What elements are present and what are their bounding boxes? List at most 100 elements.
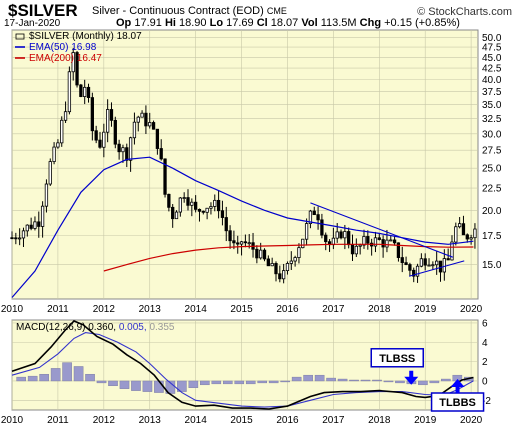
price-candle <box>297 247 301 258</box>
price-candle <box>232 240 236 244</box>
macd-histogram-bar <box>337 378 348 382</box>
price-axis-tick-label: 50.0 <box>482 33 502 44</box>
macd-histogram-bar <box>383 380 394 383</box>
price-candle <box>40 205 45 227</box>
price-candle <box>10 237 14 240</box>
year-axis-tick-label: 2014 <box>185 304 208 315</box>
price-candle <box>304 223 309 240</box>
ohlc-summary: Op 17.91 Hi 18.90 Lo 17.69 Cl 18.07 Vol … <box>116 17 460 29</box>
price-candle <box>442 258 446 273</box>
price-candle <box>201 210 205 213</box>
price-candle <box>132 121 137 139</box>
price-candle <box>301 238 305 249</box>
price-candle <box>281 270 286 280</box>
price-candle <box>14 237 18 240</box>
price-candle <box>381 239 385 248</box>
open-label: Op <box>116 17 132 29</box>
macd-year-tick-label: 2010 <box>1 415 24 426</box>
macd-histogram-bar <box>234 380 245 385</box>
year-axis-tick-label: 2015 <box>230 304 253 315</box>
macd-histogram-bar <box>257 380 268 384</box>
price-axis-tick-label: 42.5 <box>482 64 502 75</box>
price-candle <box>358 244 362 247</box>
tlbss-annotation-box <box>370 348 424 368</box>
price-candle <box>339 231 343 239</box>
price-candle <box>278 273 282 280</box>
price-candle <box>190 201 194 206</box>
price-candle <box>385 239 389 248</box>
macd-histogram-bar <box>200 380 210 386</box>
price-candle <box>186 197 190 206</box>
price-candle <box>438 260 443 273</box>
price-candle <box>125 147 129 161</box>
macd-histogram-bar <box>96 380 107 384</box>
price-candle <box>159 148 163 160</box>
year-axis-tick-label: 2019 <box>414 304 437 315</box>
price-candle <box>396 242 401 258</box>
price-candle <box>98 139 102 148</box>
price-axis-tick-label: 30.0 <box>482 129 502 140</box>
price-candle <box>228 230 232 242</box>
price-candle <box>29 224 33 229</box>
macd-histogram-bar <box>142 380 153 392</box>
price-candle <box>293 257 297 262</box>
price-candle <box>220 210 225 218</box>
price-panel-background <box>11 29 479 300</box>
price-candle <box>21 230 26 239</box>
price-candle <box>312 210 316 216</box>
price-candle <box>343 231 347 239</box>
macd-histogram-bar <box>291 376 302 382</box>
price-candle <box>427 264 431 267</box>
exchange-text: CME <box>266 6 287 16</box>
up-arrow-icon <box>450 379 465 393</box>
price-candle <box>243 241 248 244</box>
price-candle <box>37 221 41 227</box>
year-axis-tick-label: 2010 <box>1 304 24 315</box>
volume-label: Vol <box>301 17 318 29</box>
price-candle <box>377 237 381 240</box>
macd-histogram-bar <box>27 375 38 382</box>
price-candle <box>71 52 75 73</box>
price-candle <box>274 263 278 275</box>
macd-histogram-bar <box>418 380 428 386</box>
volume-value: 113.5M <box>320 17 357 29</box>
trendline <box>408 260 465 277</box>
macd-year-tick-label: 2015 <box>230 415 253 426</box>
macd-histogram-bar <box>119 380 130 389</box>
macd-axis-tick-label: -2 <box>482 396 491 407</box>
legend-candle-swatch <box>15 33 25 40</box>
legend-entry: EMA(200) 16.47 <box>29 53 102 64</box>
price-candle <box>255 248 259 259</box>
price-candle <box>324 234 328 243</box>
down-arrow-icon <box>404 370 419 385</box>
macd-histogram-bar <box>222 380 233 385</box>
macd-histogram-bar <box>372 379 382 382</box>
price-axis-tick-label: 22.5 <box>482 184 502 195</box>
price-candle <box>167 193 171 208</box>
macd-histogram-bar <box>73 366 84 382</box>
macd-year-tick-label: 2014 <box>185 415 208 426</box>
high-value: 18.90 <box>179 17 207 29</box>
price-candle <box>266 258 270 267</box>
price-candle <box>182 197 186 199</box>
price-axis-tick-label: 35.0 <box>482 100 502 111</box>
price-axis-tick-label: 37.5 <box>482 87 502 98</box>
price-candle <box>144 112 148 127</box>
price-candle <box>335 231 339 239</box>
price-candle <box>236 242 240 245</box>
macd-histogram-bar <box>349 379 359 382</box>
price-axis-tick-label: 25.0 <box>482 164 502 175</box>
price-candle <box>136 116 140 123</box>
price-candle <box>25 224 29 232</box>
macd-year-tick-label: 2017 <box>322 415 345 426</box>
price-candle <box>44 183 49 207</box>
legend-entry: $SILVER (Monthly) 18.07 <box>29 31 142 42</box>
macd-histogram-bar <box>154 380 164 393</box>
macd-axis-tick-label: 2 <box>482 357 488 368</box>
price-candle <box>450 241 454 261</box>
price-candle <box>48 161 52 185</box>
price-candle <box>415 265 420 277</box>
macd-year-tick-label: 2013 <box>139 415 162 426</box>
price-candle <box>128 137 133 161</box>
price-candle <box>362 236 366 246</box>
